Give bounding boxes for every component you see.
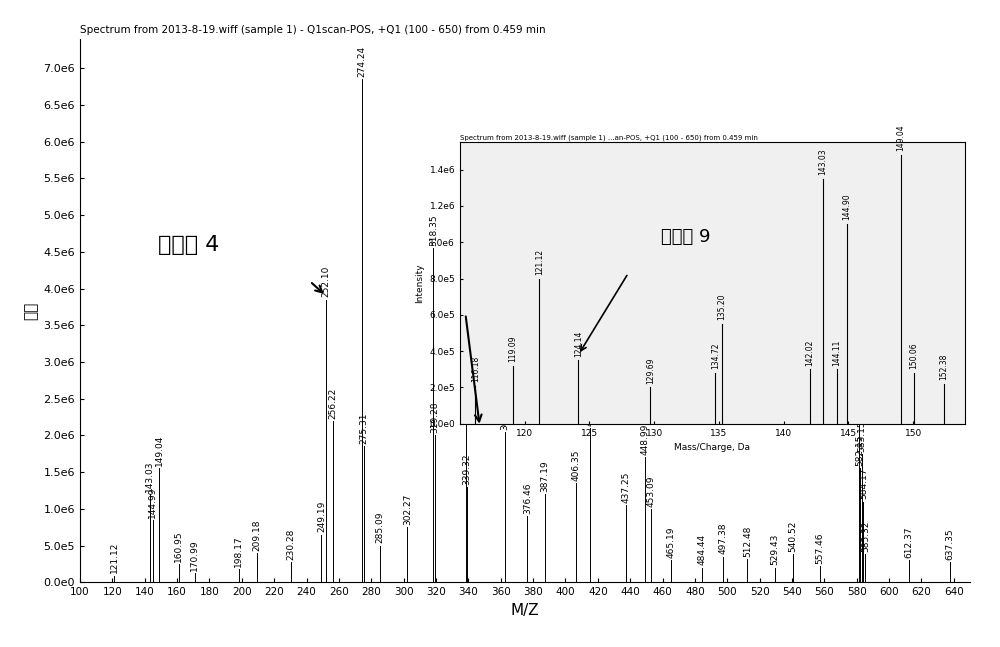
Text: 119.09: 119.09 (508, 336, 517, 362)
Text: 453.09: 453.09 (647, 475, 656, 507)
Y-axis label: 强度: 强度 (23, 302, 38, 320)
Text: 302.27: 302.27 (403, 494, 412, 525)
Text: 252.10: 252.10 (322, 266, 331, 298)
Text: 465.19: 465.19 (666, 527, 675, 558)
Text: 585.32: 585.32 (861, 521, 870, 552)
Text: 512.48: 512.48 (743, 525, 752, 556)
Text: 129.69: 129.69 (646, 357, 655, 384)
Text: 415.16: 415.16 (585, 395, 594, 426)
Text: 387.19: 387.19 (540, 460, 549, 492)
Text: 582.15: 582.15 (856, 435, 865, 466)
Text: 557.46: 557.46 (816, 532, 825, 564)
Text: 581.13: 581.13 (854, 361, 863, 393)
Text: 362.34: 362.34 (500, 398, 509, 430)
Text: 143.03: 143.03 (818, 148, 827, 175)
Text: 448.99: 448.99 (640, 424, 649, 455)
Text: 249.19: 249.19 (317, 501, 326, 532)
Text: 406.35: 406.35 (571, 450, 580, 481)
Text: 121.12: 121.12 (110, 542, 119, 573)
Text: 583.15: 583.15 (857, 420, 866, 452)
Text: 256.22: 256.22 (328, 388, 337, 419)
Text: 143.03: 143.03 (145, 461, 154, 492)
Text: 437.25: 437.25 (621, 472, 630, 503)
Text: 209.18: 209.18 (252, 520, 261, 551)
Text: 318.35: 318.35 (429, 214, 438, 246)
Text: 150.06: 150.06 (909, 343, 918, 369)
Text: 134.72: 134.72 (711, 343, 720, 369)
Text: 285.09: 285.09 (375, 512, 384, 543)
Text: 274.24: 274.24 (357, 46, 366, 77)
Text: 584.17: 584.17 (859, 468, 868, 499)
Text: 339.32: 339.32 (463, 453, 472, 485)
Text: 275.31: 275.31 (359, 413, 368, 444)
Text: 拉帕替尼: 拉帕替尼 (897, 367, 951, 388)
Text: 376.46: 376.46 (523, 483, 532, 514)
Text: 160.95: 160.95 (174, 530, 183, 562)
Text: 144.99: 144.99 (148, 487, 157, 518)
Text: Spectrum from 2013-8-19.wiff (sample 1) - Q1scan-POS, +Q1 (100 - 650) from 0.459: Spectrum from 2013-8-19.wiff (sample 1) … (80, 25, 546, 36)
Text: 338.39: 338.39 (461, 284, 470, 316)
Text: 497.38: 497.38 (719, 523, 728, 554)
Text: 121.12: 121.12 (535, 248, 544, 275)
Text: 149.04: 149.04 (155, 435, 164, 466)
Text: 124.14: 124.14 (574, 330, 583, 356)
Text: 144.90: 144.90 (843, 194, 852, 221)
Text: 484.44: 484.44 (698, 534, 707, 565)
Text: 152.38: 152.38 (940, 354, 949, 380)
Y-axis label: Intensity: Intensity (415, 263, 424, 303)
Text: 170.99: 170.99 (190, 540, 199, 571)
Text: 142.02: 142.02 (805, 339, 814, 366)
Text: 化合物 9: 化合物 9 (661, 228, 710, 246)
Text: 149.04: 149.04 (896, 125, 905, 151)
Text: 144.11: 144.11 (832, 339, 841, 366)
Text: 198.17: 198.17 (234, 535, 243, 567)
Text: Spectrum from 2013-8-19.wiff (sample 1) ...an-POS, +Q1 (100 - 650) from 0.459 mi: Spectrum from 2013-8-19.wiff (sample 1) … (460, 135, 758, 141)
X-axis label: M/Z: M/Z (511, 603, 539, 618)
Text: 230.28: 230.28 (286, 528, 295, 560)
Text: 319.28: 319.28 (430, 402, 439, 433)
Text: 637.35: 637.35 (945, 528, 954, 560)
Text: 529.43: 529.43 (770, 534, 779, 565)
Text: 612.37: 612.37 (905, 527, 914, 558)
X-axis label: Mass/Charge, Da: Mass/Charge, Da (674, 443, 750, 452)
Text: 化合物 4: 化合物 4 (158, 236, 219, 256)
Text: 540.52: 540.52 (788, 521, 797, 552)
Text: 135.20: 135.20 (717, 294, 726, 320)
Text: 116.18: 116.18 (471, 356, 480, 382)
